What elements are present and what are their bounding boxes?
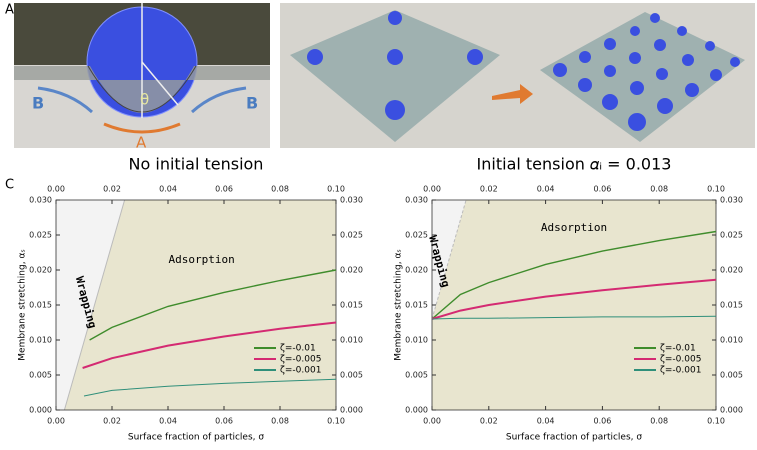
y2-tick-label: 0.020 [720, 266, 743, 275]
legend-label: ζ=-0.005 [280, 355, 321, 365]
panel-label: C [5, 178, 14, 193]
x2-tick-label: 0.06 [215, 185, 233, 194]
y-tick-label: 0.000 [405, 406, 428, 415]
y2-tick-label: 0.000 [720, 406, 743, 415]
y2-tick-label: 0.015 [720, 301, 743, 310]
x2-tick-label: 0.04 [537, 185, 555, 194]
y2-tick-label: 0.010 [340, 336, 363, 345]
x-axis-label: Surface fraction of particles, σ [128, 433, 264, 443]
series-line [431, 315, 717, 320]
annotation: Adsorption [541, 221, 607, 234]
y2-tick-label: 0.025 [340, 231, 363, 240]
y-tick-label: 0.000 [29, 406, 52, 415]
x-tick-label: 0.10 [707, 417, 725, 426]
series-line [89, 269, 337, 341]
y-axis-label: Membrane stretching, αₛ [18, 249, 28, 360]
y-tick-label: 0.030 [29, 196, 52, 205]
x2-tick-label: 0.02 [480, 185, 498, 194]
illustration-label: B [246, 94, 258, 113]
legend-label: ζ=-0.005 [660, 355, 701, 365]
x2-tick-label: 0.00 [423, 185, 441, 194]
series-line [83, 378, 337, 397]
y2-tick-label: 0.015 [340, 301, 363, 310]
wrapping-region [56, 200, 125, 410]
legend-label: ζ=-0.001 [660, 366, 701, 376]
y-tick-label: 0.020 [405, 266, 428, 275]
series-line [431, 230, 717, 320]
illustration-label: θ [140, 91, 149, 109]
chart-title: No initial tension [129, 155, 264, 174]
wrapping-region [432, 200, 467, 410]
y-tick-label: 0.025 [405, 231, 428, 240]
x2-tick-label: 0.10 [327, 185, 345, 194]
x-tick-label: 0.00 [423, 417, 441, 426]
y2-tick-label: 0.000 [340, 406, 363, 415]
x-tick-label: 0.10 [327, 417, 345, 426]
series-line [431, 278, 717, 320]
y2-tick-label: 0.025 [720, 231, 743, 240]
x2-tick-label: 0.02 [103, 185, 121, 194]
y-tick-label: 0.010 [405, 336, 428, 345]
illustration-label: A [136, 134, 147, 152]
y-tick-label: 0.015 [405, 301, 428, 310]
y-tick-label: 0.010 [29, 336, 52, 345]
wrapping-boundary [63, 199, 126, 411]
wrapping-boundary [431, 199, 467, 320]
x-tick-label: 0.00 [47, 417, 65, 426]
x2-tick-label: 0.08 [650, 185, 668, 194]
y-tick-label: 0.005 [405, 371, 428, 380]
y-tick-label: 0.020 [29, 266, 52, 275]
y2-tick-label: 0.005 [340, 371, 363, 380]
series-line [82, 321, 337, 369]
x-tick-label: 0.06 [593, 417, 611, 426]
panel-label: A [5, 3, 14, 18]
x-tick-label: 0.04 [537, 417, 555, 426]
legend-label: ζ=-0.001 [280, 366, 321, 376]
y2-tick-label: 0.010 [720, 336, 743, 345]
x2-tick-label: 0.08 [271, 185, 289, 194]
y2-tick-label: 0.030 [720, 196, 743, 205]
illustration-label: B [32, 94, 44, 113]
x-tick-label: 0.02 [480, 417, 498, 426]
x2-tick-label: 0.00 [47, 185, 65, 194]
legend-label: ζ=-0.01 [280, 344, 316, 354]
x-tick-label: 0.08 [650, 417, 668, 426]
y-tick-label: 0.030 [405, 196, 428, 205]
annotation: Adsorption [168, 253, 234, 266]
adsorption-region [432, 200, 716, 410]
x-tick-label: 0.04 [159, 417, 177, 426]
y-tick-label: 0.015 [29, 301, 52, 310]
x2-tick-label: 0.06 [593, 185, 611, 194]
x-tick-label: 0.06 [215, 417, 233, 426]
y2-tick-label: 0.030 [340, 196, 363, 205]
x-tick-label: 0.08 [271, 417, 289, 426]
x-axis-label: Surface fraction of particles, σ [506, 433, 642, 443]
illustration-a [14, 3, 270, 148]
y2-tick-label: 0.005 [720, 371, 743, 380]
y2-tick-label: 0.020 [340, 266, 363, 275]
illustration-b [280, 3, 755, 148]
x-tick-label: 0.02 [103, 417, 121, 426]
x2-tick-label: 0.04 [159, 185, 177, 194]
y-tick-label: 0.005 [29, 371, 52, 380]
y-tick-label: 0.025 [29, 231, 52, 240]
x2-tick-label: 0.10 [707, 185, 725, 194]
chart-title: Initial tension 𝛼ᵢ = 0.013 [477, 155, 672, 174]
y-axis-label: Membrane stretching, αₛ [394, 249, 404, 360]
legend-label: ζ=-0.01 [660, 344, 696, 354]
